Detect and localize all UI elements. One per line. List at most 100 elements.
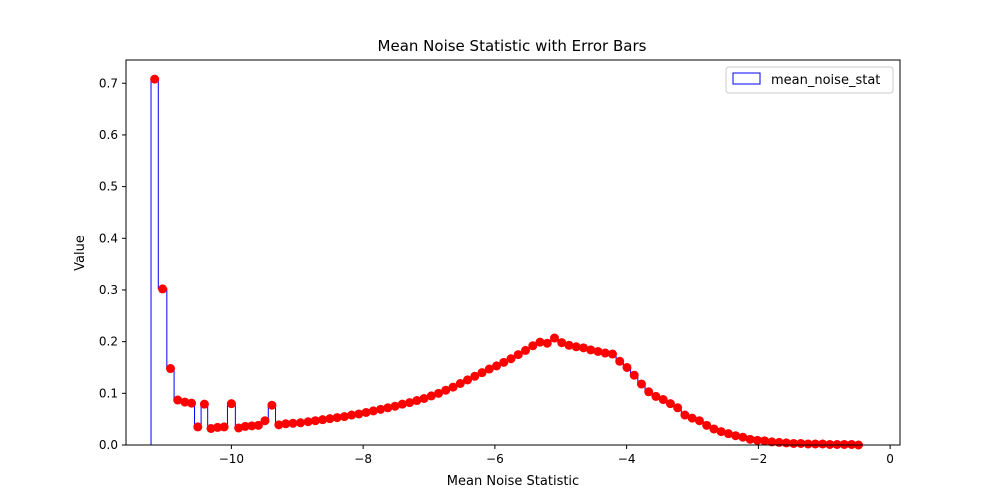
legend-label: mean_noise_stat — [771, 73, 880, 88]
data-point — [426, 391, 436, 401]
data-point — [673, 403, 683, 413]
y-tick-label: 0.7 — [99, 76, 118, 90]
data-point — [789, 438, 799, 448]
x-tick-label: −10 — [219, 452, 244, 466]
data-point — [521, 345, 531, 355]
data-point — [206, 423, 216, 433]
data-point — [240, 421, 250, 431]
x-tick-label: −2 — [750, 452, 768, 466]
data-point — [470, 371, 480, 381]
data-point — [448, 382, 458, 392]
data-point — [694, 416, 704, 426]
y-tick-label: 0.6 — [99, 128, 118, 142]
data-point — [193, 422, 203, 432]
data-point — [260, 416, 270, 426]
data-point — [180, 397, 190, 407]
data-point — [499, 357, 509, 367]
histogram-step-line — [150, 78, 862, 446]
data-point — [716, 427, 726, 437]
data-point — [390, 401, 400, 411]
data-point — [325, 414, 335, 424]
data-point — [636, 379, 646, 389]
data-point — [644, 387, 654, 397]
data-point — [847, 439, 857, 449]
data-point — [158, 284, 168, 294]
y-tick-label: 0.3 — [99, 283, 118, 297]
data-point — [723, 429, 733, 439]
data-point — [247, 421, 257, 431]
data-point — [267, 400, 277, 410]
data-point — [165, 364, 175, 374]
data-point — [397, 399, 407, 409]
y-tick-label: 0.5 — [99, 180, 118, 194]
legend-swatch — [732, 72, 761, 85]
data-point — [310, 416, 320, 426]
data-point — [818, 439, 828, 449]
y-tick-label: 0.0 — [99, 438, 118, 452]
data-point — [760, 436, 770, 446]
data-point — [226, 399, 236, 409]
data-point — [803, 439, 813, 449]
data-point — [405, 398, 415, 408]
data-point — [702, 420, 712, 430]
data-point — [709, 424, 719, 434]
data-point — [213, 422, 223, 432]
data-point — [600, 348, 610, 358]
data-point — [629, 370, 639, 380]
data-point — [368, 406, 378, 416]
data-point — [687, 413, 697, 423]
data-point — [542, 338, 552, 348]
legend-box — [725, 66, 894, 94]
data-point — [651, 391, 661, 401]
data-point — [622, 362, 632, 372]
data-point — [332, 413, 342, 423]
data-point — [219, 422, 229, 432]
data-point — [513, 350, 523, 360]
data-point — [484, 364, 494, 374]
plot-frame — [125, 59, 901, 446]
data-point — [303, 417, 313, 427]
data-point — [150, 74, 160, 84]
data-point — [586, 345, 596, 355]
plot-area — [150, 74, 864, 450]
data-point — [441, 385, 451, 395]
data-point — [506, 354, 516, 364]
data-point — [339, 412, 349, 422]
data-point — [376, 404, 386, 414]
data-point — [318, 415, 328, 425]
data-point — [281, 419, 291, 429]
data-point — [434, 388, 444, 398]
data-point — [173, 395, 183, 405]
data-point — [825, 439, 835, 449]
data-point — [455, 379, 465, 389]
data-point — [347, 410, 357, 420]
chart-title: Mean Noise Statistic with Error Bars — [378, 37, 647, 55]
data-point — [839, 439, 849, 449]
data-point — [463, 375, 473, 385]
x-tick-label: −8 — [354, 452, 372, 466]
x-tick-label: −4 — [618, 452, 636, 466]
data-point — [745, 434, 755, 444]
data-point — [564, 340, 574, 350]
data-point — [810, 439, 820, 449]
data-point — [361, 407, 371, 417]
data-point — [738, 432, 748, 442]
data-point — [412, 396, 422, 406]
data-point — [731, 431, 741, 441]
data-point — [477, 368, 487, 378]
x-tick-label: −6 — [486, 452, 504, 466]
data-point — [767, 437, 777, 447]
data-point — [549, 333, 559, 343]
data-point — [607, 349, 617, 359]
data-point — [571, 342, 581, 352]
data-point — [296, 418, 306, 428]
data-point — [578, 343, 588, 353]
data-point — [492, 361, 502, 371]
data-point — [535, 337, 545, 347]
data-point — [354, 409, 364, 419]
data-point — [557, 338, 567, 348]
y-tick-label: 0.4 — [99, 231, 118, 245]
data-point — [615, 356, 625, 366]
x-axis: −10 −8 −6 −4 −2 0 — [219, 445, 894, 466]
